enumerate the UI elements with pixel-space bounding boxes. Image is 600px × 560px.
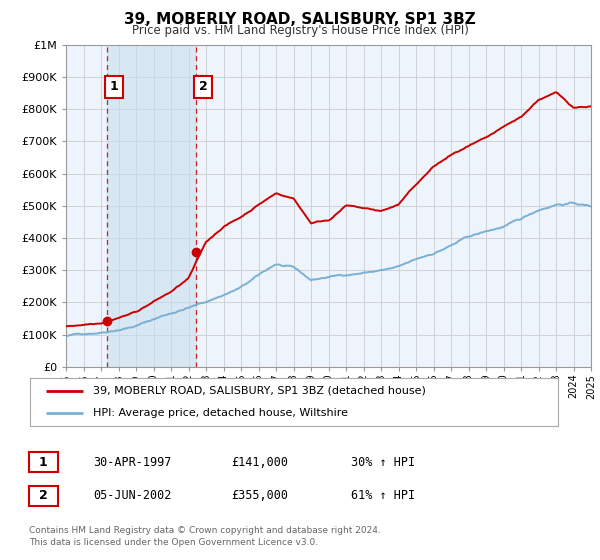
Text: This data is licensed under the Open Government Licence v3.0.: This data is licensed under the Open Gov… — [29, 538, 318, 547]
Text: 30% ↑ HPI: 30% ↑ HPI — [351, 455, 415, 469]
Text: 2: 2 — [39, 489, 47, 502]
Text: 1: 1 — [39, 455, 47, 469]
Text: 39, MOBERLY ROAD, SALISBURY, SP1 3BZ: 39, MOBERLY ROAD, SALISBURY, SP1 3BZ — [124, 12, 476, 27]
Text: HPI: Average price, detached house, Wiltshire: HPI: Average price, detached house, Wilt… — [94, 408, 349, 418]
Text: 39, MOBERLY ROAD, SALISBURY, SP1 3BZ (detached house): 39, MOBERLY ROAD, SALISBURY, SP1 3BZ (de… — [94, 386, 426, 396]
Text: £355,000: £355,000 — [231, 489, 288, 502]
Text: £141,000: £141,000 — [231, 455, 288, 469]
Text: Price paid vs. HM Land Registry's House Price Index (HPI): Price paid vs. HM Land Registry's House … — [131, 24, 469, 36]
Text: Contains HM Land Registry data © Crown copyright and database right 2024.: Contains HM Land Registry data © Crown c… — [29, 526, 380, 535]
Bar — [107, 45, 196, 367]
Text: 30-APR-1997: 30-APR-1997 — [93, 455, 172, 469]
Text: 2: 2 — [199, 80, 208, 93]
Text: 05-JUN-2002: 05-JUN-2002 — [93, 489, 172, 502]
Text: 1: 1 — [109, 80, 118, 93]
Text: 61% ↑ HPI: 61% ↑ HPI — [351, 489, 415, 502]
